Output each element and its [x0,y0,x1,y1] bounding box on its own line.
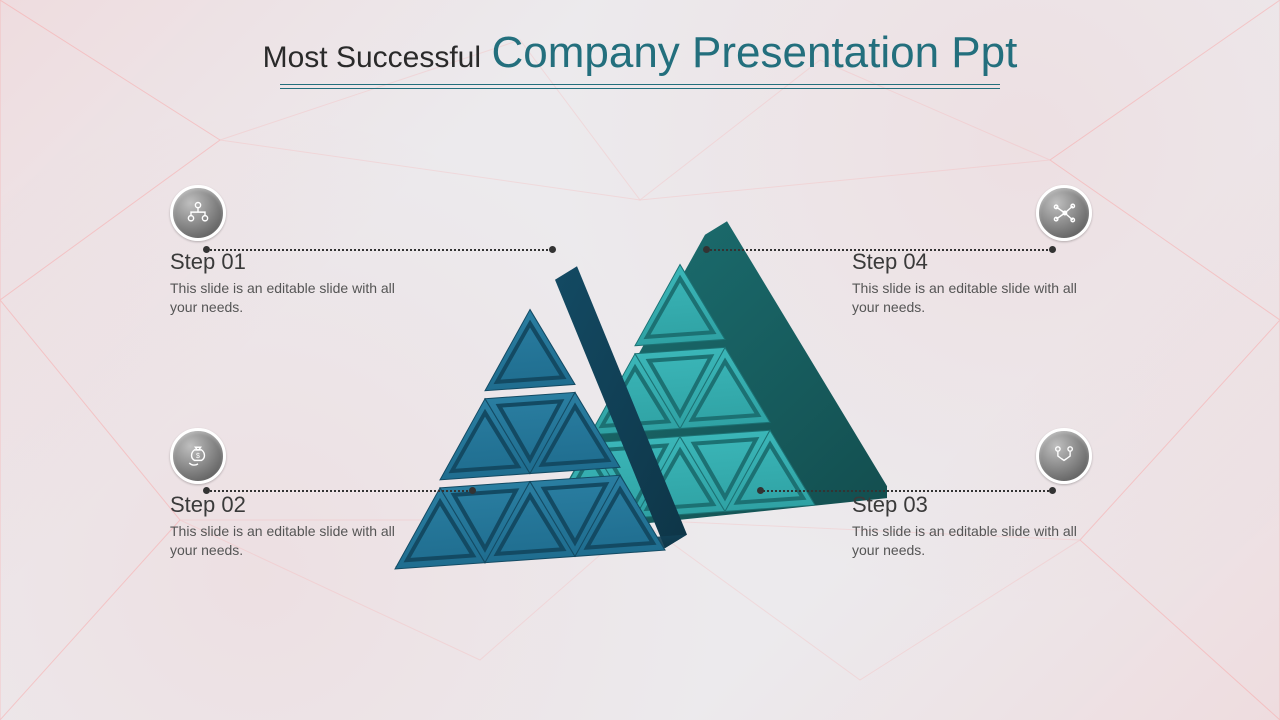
step-title: Step 04 [852,249,1092,275]
step-01: Step 01 This slide is an editable slide … [170,185,410,317]
network-nodes-icon [1036,185,1092,241]
step-04: Step 04 This slide is an editable slide … [852,185,1092,317]
step-02: $ Step 02 This slide is an editable slid… [170,428,410,560]
slide-title: Most Successful Company Presentation Ppt [0,28,1280,88]
connector-dot [703,246,710,253]
step-desc: This slide is an editable slide with all… [852,279,1092,317]
step-desc: This slide is an editable slide with all… [170,522,410,560]
step-03: Step 03 This slide is an editable slide … [852,428,1092,560]
connector-dot [549,246,556,253]
connector-dot [469,487,476,494]
handshake-icon [1036,428,1092,484]
step-title: Step 01 [170,249,410,275]
step-desc: This slide is an editable slide with all… [170,279,410,317]
title-underline [280,84,1000,88]
pyramid-graphic [360,170,920,620]
money-bag-hand-icon: $ [170,428,226,484]
connector-dot [757,487,764,494]
step-desc: This slide is an editable slide with all… [852,522,1092,560]
step-title: Step 02 [170,492,410,518]
title-main: Company Presentation Ppt [492,28,1018,77]
svg-text:$: $ [196,453,200,460]
step-title: Step 03 [852,492,1092,518]
title-prefix: Most Successful [263,41,481,74]
hierarchy-people-icon [170,185,226,241]
